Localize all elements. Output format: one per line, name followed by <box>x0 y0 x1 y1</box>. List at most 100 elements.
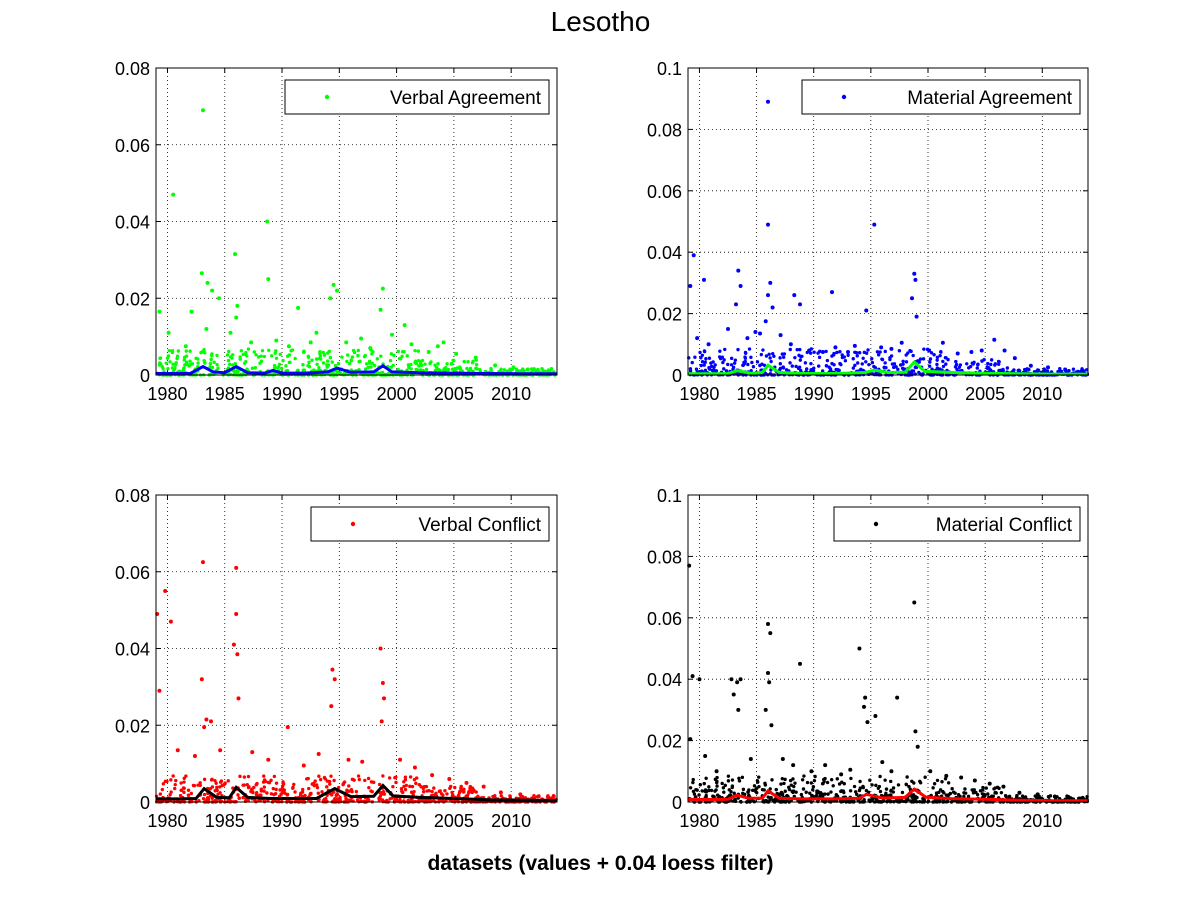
y-tick-label: 0.06 <box>647 609 682 629</box>
scatter-point <box>688 283 693 288</box>
scatter-point <box>848 789 853 793</box>
x-tick-label: 2005 <box>434 384 474 404</box>
scatter-point <box>693 355 697 359</box>
scatter-point <box>855 354 859 358</box>
scatter-point <box>839 789 844 793</box>
scatter-point <box>454 351 459 356</box>
scatter-point <box>326 363 331 367</box>
scatter-point <box>794 790 798 794</box>
scatter-point <box>349 358 353 362</box>
scatter-point <box>533 368 538 373</box>
scatter-point <box>285 725 290 730</box>
scatter-point <box>212 360 216 365</box>
scatter-point <box>801 787 806 791</box>
scatter-point <box>788 361 792 365</box>
scatter-point <box>900 366 905 371</box>
scatter-point <box>262 785 267 789</box>
scatter-point <box>522 369 526 373</box>
scatter-point <box>746 790 750 794</box>
scatter-point <box>928 769 933 774</box>
scatter-point <box>972 778 977 783</box>
scatter-point <box>878 789 883 794</box>
scatter-point <box>442 367 447 371</box>
scatter-point <box>335 288 340 293</box>
scatter-point <box>183 363 187 367</box>
scatter-point <box>889 769 894 774</box>
scatter-point <box>306 354 311 358</box>
scatter-point <box>771 352 775 356</box>
scatter-point <box>453 366 457 371</box>
scatter-point <box>432 786 436 790</box>
scatter-point <box>706 342 711 347</box>
scatter-point <box>259 787 263 791</box>
scatter-point <box>400 350 405 354</box>
scatter-point <box>394 780 398 785</box>
scatter-point <box>399 787 404 791</box>
scatter-point <box>794 364 798 369</box>
scatter-point <box>930 367 934 371</box>
scatter-point <box>800 354 804 358</box>
scatter-point <box>709 361 713 365</box>
scatter-point <box>366 365 370 370</box>
legend: Verbal Conflict <box>310 506 550 542</box>
scatter-point <box>791 763 796 768</box>
scatter-point <box>447 776 452 781</box>
scatter-point <box>1003 793 1008 798</box>
scatter-point <box>166 330 171 335</box>
legend-label: Material Conflict <box>936 515 1073 536</box>
scatter-point <box>723 347 727 352</box>
scatter-point <box>231 642 236 647</box>
scatter-point <box>755 360 760 364</box>
scatter-point <box>788 778 793 783</box>
scatter-point <box>932 782 937 786</box>
scatter-point <box>318 354 323 358</box>
scatter-point <box>277 362 282 366</box>
scatter-point <box>218 748 223 753</box>
scatter-point <box>233 370 237 375</box>
scatter-point <box>704 776 708 780</box>
legend-marker <box>324 94 330 100</box>
scatter-point <box>769 723 774 728</box>
scatter-point <box>189 791 194 796</box>
scatter-point <box>281 789 285 794</box>
scatter-point <box>346 353 350 357</box>
scatter-point <box>907 784 911 789</box>
scatter-point <box>792 293 797 298</box>
scatter-point <box>1071 367 1076 371</box>
x-tick-label: 2000 <box>908 811 948 831</box>
scatter-point <box>807 348 812 353</box>
scatter-point <box>274 356 279 361</box>
x-tick-label: 2000 <box>908 384 948 404</box>
scatter-point <box>182 780 186 784</box>
scatter-point <box>935 362 939 367</box>
scatter-point <box>760 787 765 792</box>
scatter-point <box>341 782 346 786</box>
scatter-point <box>957 365 962 369</box>
scatter-point <box>190 362 195 366</box>
scatter-point <box>183 344 188 349</box>
axes-box <box>687 494 1089 803</box>
scatter-point <box>707 785 711 789</box>
scatter-point <box>760 362 764 366</box>
scatter-point <box>855 792 859 797</box>
scatter-point <box>940 340 945 345</box>
scatter-point <box>291 786 295 790</box>
y-tick-label: 0.02 <box>115 289 150 309</box>
scatter-point <box>896 783 901 787</box>
scatter-point <box>912 600 917 605</box>
scatter-point <box>413 360 417 365</box>
scatter-point <box>858 779 862 784</box>
scatter-point <box>314 357 319 361</box>
scatter-point <box>168 360 172 364</box>
scatter-point <box>363 353 368 358</box>
scatter-point <box>315 785 320 790</box>
scatter-point <box>700 789 704 793</box>
scatter-point <box>355 798 360 802</box>
scatter-point <box>388 358 393 363</box>
scatter-point <box>228 372 233 377</box>
scatter-point <box>417 364 421 368</box>
scatter-point <box>731 692 736 697</box>
scatter-point <box>220 783 224 788</box>
scatter-point <box>381 696 386 701</box>
scatter-point <box>377 798 381 802</box>
